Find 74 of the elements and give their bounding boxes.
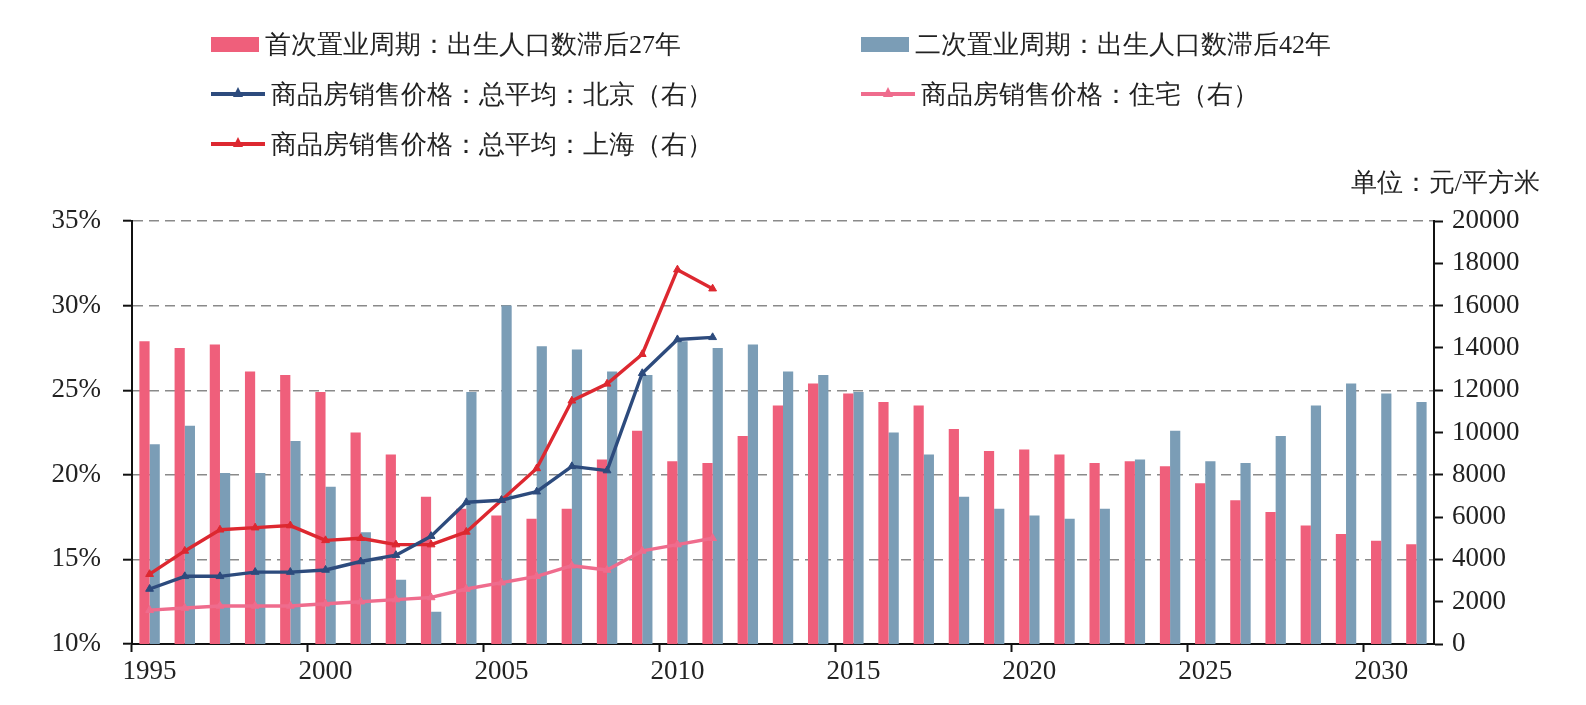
point: [497, 577, 506, 586]
point: [426, 531, 436, 539]
y2-tick-label: 2000: [1452, 584, 1506, 615]
point: [285, 520, 295, 529]
point: [356, 533, 366, 541]
point: [673, 264, 682, 273]
point: [567, 461, 577, 470]
legend-label: 首次置业周期：出生人口数滞后27年: [265, 28, 681, 61]
y2-tick-label: 0: [1452, 627, 1466, 658]
point: [673, 334, 682, 343]
y2-tick-label: 20000: [1452, 204, 1520, 235]
point: [250, 567, 260, 575]
point: [250, 600, 260, 609]
point: [215, 600, 225, 609]
y2-tick-label: 12000: [1452, 373, 1520, 404]
point: [708, 533, 718, 541]
x-tick-label: 2010: [650, 655, 705, 686]
point: [215, 571, 225, 580]
y2-tick-label: 18000: [1452, 246, 1520, 277]
point: [180, 571, 190, 580]
point: [180, 545, 190, 554]
point: [145, 569, 154, 577]
point: [285, 600, 295, 609]
point: [356, 596, 366, 605]
point: [708, 283, 718, 292]
point: [532, 571, 542, 580]
point: [602, 564, 612, 573]
point: [321, 598, 330, 607]
point: [708, 332, 718, 341]
y-tick-label: 25%: [51, 373, 101, 404]
point: [145, 605, 154, 613]
point: [250, 522, 260, 531]
y-tick-label: 10%: [51, 627, 101, 658]
y2-tick-label: 16000: [1452, 288, 1520, 319]
point: [285, 567, 295, 575]
y-tick-label: 30%: [51, 288, 101, 319]
point: [567, 395, 577, 404]
point: [532, 463, 542, 472]
point: [461, 497, 471, 506]
legend-label: 二次置业周期：出生人口数滞后42年: [915, 28, 1331, 61]
point: [637, 368, 647, 377]
point: [145, 584, 154, 592]
point: [532, 486, 542, 495]
y2-tick-label: 8000: [1452, 457, 1506, 488]
point: [637, 349, 647, 357]
point: [602, 465, 612, 474]
x-tick-label: 2000: [298, 655, 353, 686]
point: [321, 535, 330, 544]
x-tick-label: 2015: [826, 655, 881, 686]
point: [426, 592, 436, 601]
point: [391, 539, 401, 548]
legend-label: 商品房销售价格：住宅（右）: [921, 78, 1259, 111]
y2-axis-title: 单位：元/平方米: [1350, 167, 1540, 197]
point: [673, 539, 682, 548]
y2-tick-label: 14000: [1452, 330, 1520, 361]
x-tick-label: 2020: [1002, 655, 1057, 686]
point: [391, 550, 401, 558]
y-tick-label: 20%: [51, 457, 101, 488]
point: [426, 539, 436, 548]
legend-label: 商品房销售价格：总平均：北京（右）: [271, 78, 713, 111]
point: [391, 594, 401, 603]
point: [180, 603, 190, 611]
y2-tick-label: 10000: [1452, 415, 1520, 446]
point: [321, 564, 330, 573]
x-tick-label: 2030: [1354, 655, 1409, 686]
legend-label: 商品房销售价格：总平均：上海（右）: [271, 128, 713, 161]
x-tick-label: 2005: [474, 655, 529, 686]
y2-tick-label: 4000: [1452, 542, 1506, 573]
x-tick-label: 2025: [1178, 655, 1233, 686]
point: [356, 556, 366, 565]
y-tick-label: 35%: [51, 204, 101, 235]
y2-tick-label: 6000: [1452, 500, 1506, 531]
x-tick-label: 1995: [122, 655, 177, 686]
y-tick-label: 15%: [51, 542, 101, 573]
